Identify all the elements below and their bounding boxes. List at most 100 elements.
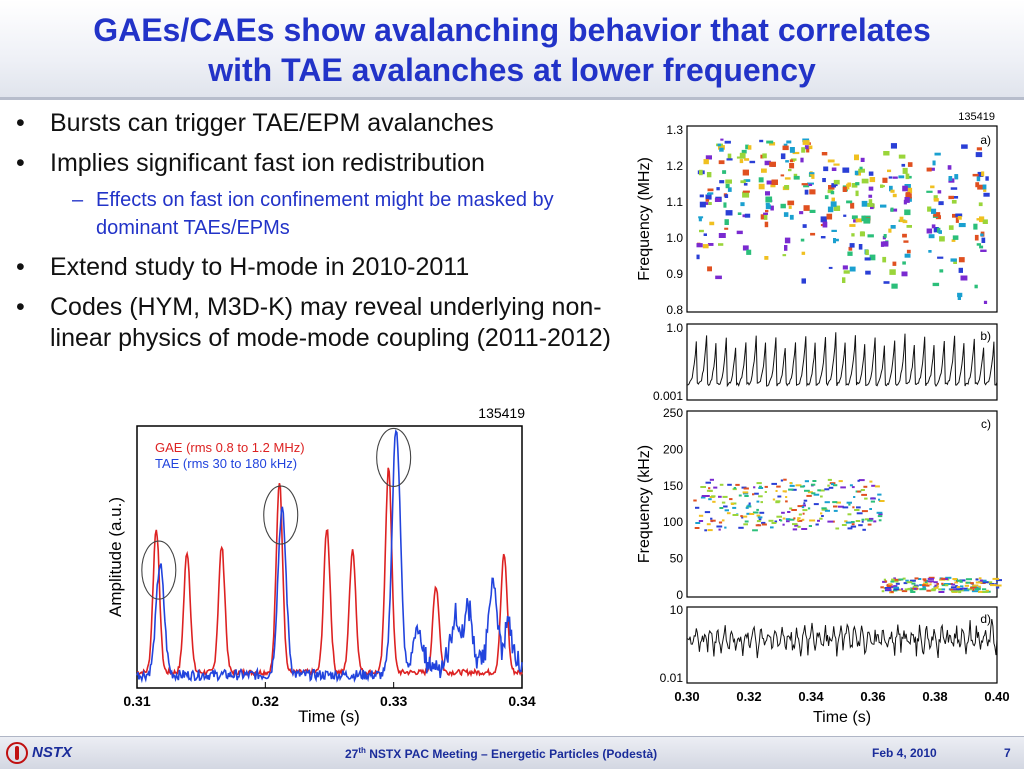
spectrogram-pixel — [788, 205, 792, 209]
spectrogram-pixel — [932, 282, 940, 287]
spectrogram-pixel — [890, 207, 894, 212]
spectrogram-pixel — [793, 175, 800, 180]
footer-meeting: 27th NSTX PAC Meeting – Energetic Partic… — [345, 746, 657, 761]
spectrogram-pixel — [842, 265, 848, 270]
spectrogram-pixel — [851, 215, 858, 220]
sub-bullet: – Effects on fast ion confinement might … — [14, 186, 576, 242]
spectrogram-pixel — [888, 228, 892, 233]
spectrogram-pixel — [703, 233, 707, 236]
spectrogram-pixel — [939, 269, 944, 273]
spectrogram-pixel — [893, 588, 900, 591]
spectrogram-pixel — [792, 151, 800, 155]
spectrogram-pixel — [807, 182, 814, 185]
spectrogram-pixel — [832, 183, 838, 187]
spectrogram-pixel — [699, 169, 703, 176]
y-tick-label: 1.0 — [666, 231, 683, 245]
spectrogram-pixel — [890, 189, 895, 193]
spectrogram-pixel — [724, 526, 727, 529]
title-line-2: with TAE avalanches at lower frequency — [208, 52, 816, 88]
spectrogram-pixel — [830, 190, 835, 195]
spectrogram-stack: 135419 0.30 0.32 0.34 0.36 0.38 0.40 1.3 1.2 1.1… — [636, 111, 1010, 726]
bullet-3-text: Extend study to H-mode in 2010-2011 — [50, 253, 470, 281]
spectrogram-pixel — [777, 495, 782, 498]
spectrogram-pixel — [861, 493, 867, 496]
spectrogram-pixel — [974, 588, 981, 591]
spectrogram-pixel — [855, 182, 860, 186]
spectrogram-pixel — [854, 509, 860, 511]
spectrogram-pixel — [797, 505, 803, 508]
spectrogram-pixel — [742, 169, 749, 176]
spectrogram-pixel — [871, 497, 875, 500]
spectrogram-pixel — [855, 171, 861, 176]
spectrogram-pixel — [832, 484, 838, 487]
spectrogram-pixel — [964, 584, 969, 587]
spectrogram-pixel — [803, 185, 810, 188]
spectrogram-pixel — [933, 198, 939, 202]
spectrogram-pixel — [958, 591, 962, 594]
spectrogram-pixel — [858, 168, 865, 173]
spectrogram-pixel — [963, 589, 970, 592]
spectrogram-pixel — [756, 500, 760, 503]
spectrogram-pixel — [887, 169, 892, 173]
spectrogram-pixel — [864, 257, 871, 261]
spectrogram-pixel — [785, 160, 789, 163]
y-tick-label: 10 — [670, 603, 684, 617]
spectrogram-pixel — [852, 506, 855, 509]
spectrogram-pixel — [764, 256, 769, 260]
spectrogram-pixel — [989, 583, 995, 585]
spectrogram-pixel — [846, 501, 852, 504]
spectrogram-pixel — [822, 221, 828, 228]
spectrogram-pixel — [701, 495, 708, 497]
spectrogram-pixel — [948, 176, 953, 181]
spectrogram-pixel — [855, 218, 862, 223]
spectrogram-pixel — [911, 582, 916, 585]
spectrogram-pixel — [727, 483, 732, 486]
y-tick-label: 0.8 — [666, 303, 683, 317]
spectrogram-pixel — [709, 221, 715, 226]
spectrogram-pixel — [902, 233, 907, 238]
spectrogram-pixel — [735, 483, 740, 486]
spectrogram-pixel — [961, 144, 968, 149]
spectrogram-pixel — [901, 271, 908, 277]
spectrogram-pixel — [929, 583, 932, 586]
spectrogram-pixel — [760, 154, 764, 159]
spectrogram-pixel — [907, 162, 913, 167]
spectrogram-pixel — [885, 588, 892, 591]
spectrogram-pixel — [861, 518, 865, 521]
y-tick-label: 0.01 — [660, 671, 684, 685]
spectrogram-pixel — [906, 249, 911, 254]
spectrogram-pixel — [928, 250, 932, 253]
spectrogram-pixel — [877, 515, 883, 518]
spectrogram-pixel — [758, 495, 763, 498]
spectrogram-pixel — [710, 517, 713, 520]
spectrogram-pixel — [902, 185, 908, 192]
spectrogram-pixel — [854, 154, 859, 161]
spectrogram-pixel — [763, 214, 768, 220]
spectrogram-pixel — [781, 511, 785, 514]
spectrogram-pixel — [851, 183, 858, 188]
spectrogram-pixel — [947, 165, 952, 170]
spectrogram-pixel — [719, 507, 724, 509]
x-tick-label: 0.40 — [984, 689, 1009, 704]
y-tick-label: 0 — [676, 588, 683, 602]
spectrogram-pixel — [789, 147, 795, 153]
meeting-ordinal: th — [358, 746, 366, 755]
spectrogram-pixel — [756, 514, 761, 517]
spectrogram-pixel — [937, 256, 944, 259]
spectrogram-pixel — [740, 515, 743, 518]
spectrogram-pixel — [695, 506, 700, 509]
spectrogram-pixel — [817, 519, 820, 522]
panel-d-frame — [686, 606, 998, 684]
title-line-1: GAEs/CAEs show avalanching behavior that… — [93, 12, 931, 48]
legend-tae: TAE (rms 30 to 180 kHz) — [155, 456, 297, 471]
spectrogram-pixel — [923, 579, 927, 582]
spectrogram-pixel — [869, 480, 873, 483]
spectrogram-pixel — [763, 212, 768, 215]
spectrogram-pixel — [878, 519, 882, 522]
spectrogram-pixel — [965, 578, 972, 581]
spectrogram-pixel — [886, 584, 891, 587]
spectrogram-pixel — [756, 520, 761, 523]
spectrogram-pixel — [698, 520, 704, 522]
spectrogram-pixel — [945, 576, 952, 579]
spectrogram-pixel — [967, 588, 972, 591]
